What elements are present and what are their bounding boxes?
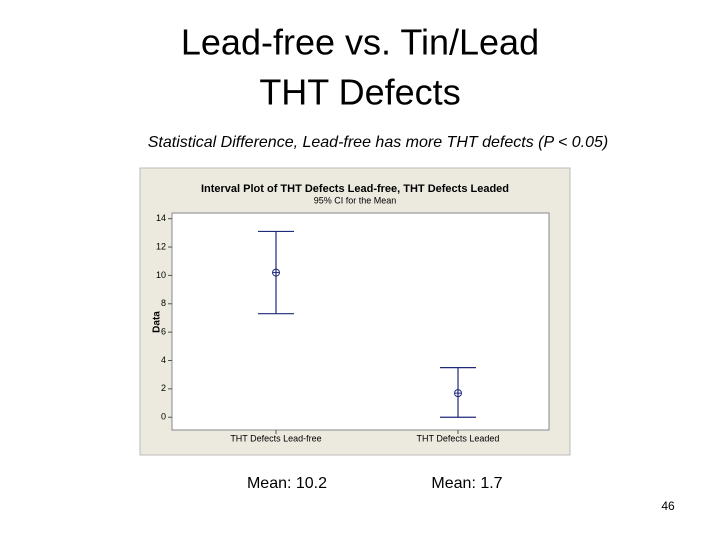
mean-label: Mean: 1.7: [431, 475, 502, 492]
y-tick-label: 6: [161, 327, 166, 337]
y-tick-label: 14: [156, 213, 166, 223]
y-tick-label: 12: [156, 241, 166, 251]
y-axis-label: Data: [152, 311, 163, 333]
y-tick-label: 2: [161, 383, 166, 393]
y-tick-label: 10: [156, 270, 166, 280]
mean-label: Mean: 10.2: [247, 475, 327, 492]
plot-area: [171, 212, 550, 431]
y-tick-label: 0: [161, 412, 166, 422]
y-tick-label: 4: [161, 355, 166, 365]
slide-title: Lead-free vs. Tin/Lead: [181, 22, 539, 63]
x-tick-label: THT Defects Lead-free: [230, 433, 321, 443]
x-tick-label: THT Defects Leaded: [417, 433, 500, 443]
chart-subtitle: 95% CI for the Mean: [314, 195, 397, 205]
slide-title: THT Defects: [259, 72, 460, 113]
y-tick-label: 8: [161, 298, 166, 308]
page-number: 46: [661, 499, 675, 513]
chart-title: Interval Plot of THT Defects Lead-free, …: [201, 183, 509, 195]
slide-subtitle: Statistical Difference, Lead-free has mo…: [148, 134, 609, 151]
